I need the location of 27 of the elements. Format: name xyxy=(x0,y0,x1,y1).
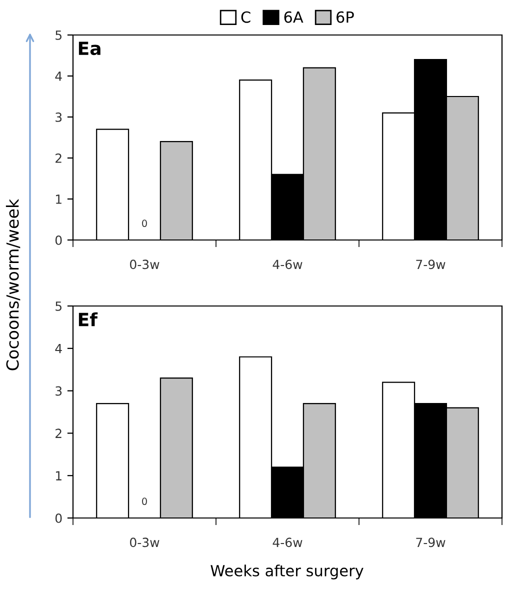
data-label: 0 xyxy=(142,498,147,506)
data-label: 0 xyxy=(142,220,147,228)
y-axis-title: Cocoons/worm/week xyxy=(6,198,20,370)
x-tick-label: 0-3w xyxy=(130,538,160,548)
y-tick-label: 3 xyxy=(56,112,62,122)
y-tick-label: 1 xyxy=(56,471,62,480)
y-tick-label: 5 xyxy=(56,30,62,40)
x-tick-label: 7-9w xyxy=(416,538,446,548)
x-tick-label: 7-9w xyxy=(416,260,446,270)
y-tick-label: 3 xyxy=(56,386,62,396)
chart-title: Ef xyxy=(78,312,98,326)
y-tick-label: 4 xyxy=(55,344,62,354)
y-tick-label: 1 xyxy=(56,194,62,204)
legend-label: 6A xyxy=(284,11,304,23)
chart-title: Ea xyxy=(78,42,100,56)
x-tick-label: 4-6w xyxy=(272,260,302,270)
x-tick-label: 4-6w xyxy=(272,538,302,548)
y-tick-label: 0 xyxy=(55,513,62,523)
legend-label: 6P xyxy=(336,11,354,23)
x-tick-label: 0-3w xyxy=(130,260,160,270)
y-tick-label: 2 xyxy=(56,428,62,438)
y-tick-label: 4 xyxy=(55,72,62,81)
legend-label: C xyxy=(241,11,250,23)
y-tick-label: 2 xyxy=(56,153,62,163)
y-tick-label: 5 xyxy=(56,302,62,311)
y-tick-label: 0 xyxy=(55,235,62,245)
x-axis-title: Weeks after surgery xyxy=(210,564,364,580)
